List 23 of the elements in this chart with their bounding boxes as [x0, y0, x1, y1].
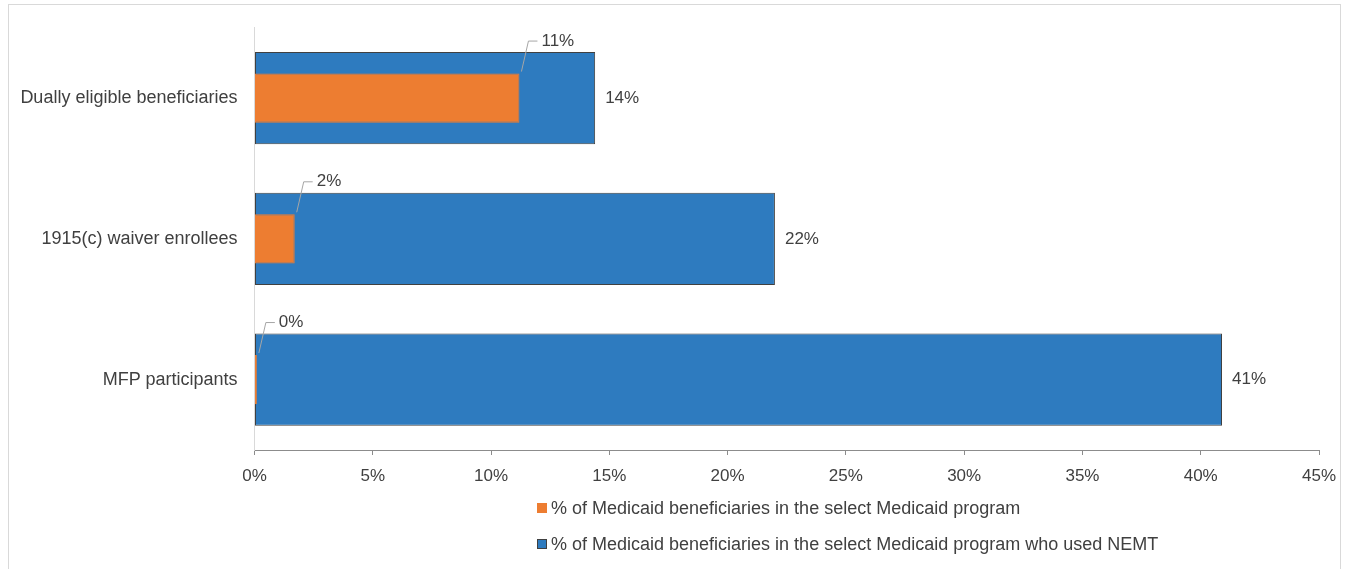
- bar: [255, 73, 520, 123]
- legend-label: % of Medicaid beneficiaries in the select Medicaid program: [551, 497, 1021, 519]
- legend-label: % of Medicaid beneficiaries in the select Medicaid program who used NEMT: [551, 533, 1159, 555]
- x-tick-label: 10%: [474, 465, 509, 485]
- x-tick-label: 0%: [242, 465, 267, 485]
- y-tick-label: Dually eligible beneficiaries: [20, 87, 238, 108]
- data-label: 22%: [784, 228, 819, 248]
- x-tick-label: 40%: [1183, 465, 1218, 485]
- data-label: 0%: [278, 312, 304, 332]
- data-label: 14%: [605, 87, 640, 107]
- x-tick-label: 35%: [1065, 465, 1100, 485]
- x-tick-label: 30%: [947, 465, 982, 485]
- y-tick-label: 1915(c) waiver enrollees: [41, 227, 238, 248]
- data-label: 2%: [316, 171, 342, 191]
- x-tick-label: 15%: [592, 465, 627, 485]
- x-tick-label: 5%: [360, 465, 386, 485]
- bar: [255, 214, 295, 264]
- y-tick-label: MFP participants: [102, 368, 238, 389]
- x-tick-label: 25%: [828, 465, 863, 485]
- x-tick-label: 20%: [710, 465, 745, 485]
- x-tick-label: 45%: [1301, 465, 1337, 485]
- data-label: 11%: [541, 30, 575, 50]
- data-label: 41%: [1232, 369, 1267, 389]
